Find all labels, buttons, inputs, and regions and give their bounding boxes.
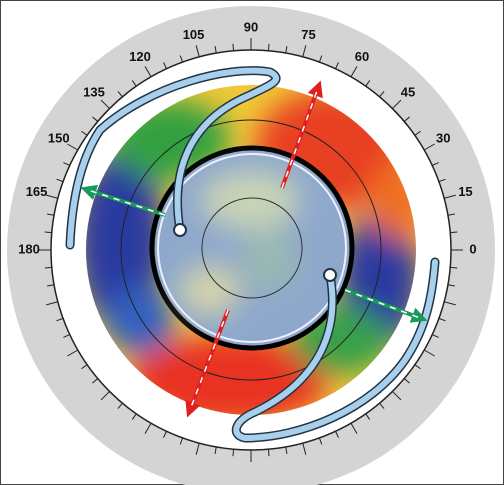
arrows — [80, 80, 428, 418]
tick — [232, 449, 235, 457]
tick — [285, 446, 288, 454]
tick — [379, 91, 385, 98]
tick — [44, 231, 52, 234]
tick — [117, 402, 123, 409]
tick — [365, 413, 371, 420]
tick — [63, 162, 70, 166]
tick — [46, 194, 58, 199]
tick — [403, 116, 410, 122]
angle-label: 60 — [355, 49, 369, 64]
tick — [450, 266, 458, 269]
tick — [100, 391, 110, 401]
tick — [144, 66, 152, 78]
tick — [302, 443, 307, 455]
tick — [214, 446, 217, 454]
tick — [267, 43, 270, 51]
tick — [47, 284, 55, 287]
tick — [302, 45, 307, 57]
angle-label: 75 — [301, 27, 315, 42]
tick — [438, 317, 446, 322]
tick — [444, 301, 456, 306]
angle-label: 135 — [83, 84, 105, 99]
tick-ring — [39, 38, 463, 462]
tick — [46, 301, 58, 306]
tick — [163, 431, 167, 438]
tick — [232, 43, 235, 51]
tick — [81, 130, 88, 136]
angle-label: 90 — [244, 19, 258, 34]
tick — [403, 378, 410, 384]
tick — [67, 143, 79, 151]
angle-label: 120 — [129, 49, 151, 64]
tick — [335, 431, 339, 438]
tick — [414, 130, 421, 136]
angle-label: 45 — [401, 84, 415, 99]
tick — [392, 99, 402, 109]
optic-edge — [157, 153, 347, 343]
tick — [423, 143, 435, 151]
tick — [414, 364, 421, 370]
angle-label: 30 — [436, 130, 450, 145]
tick — [131, 80, 137, 87]
tick — [195, 45, 200, 57]
tick — [67, 349, 79, 357]
angle-label: 15 — [458, 184, 472, 199]
tick — [318, 437, 323, 445]
tick — [318, 55, 323, 63]
tick — [350, 422, 358, 434]
tick — [335, 62, 339, 69]
tick — [447, 284, 455, 287]
tick — [44, 266, 52, 269]
angle-label: 150 — [48, 130, 70, 145]
tick — [100, 99, 110, 109]
angle-label: 180 — [18, 241, 40, 256]
tick — [117, 91, 123, 98]
optic-zone — [201, 197, 303, 299]
tick — [63, 334, 70, 338]
tick — [267, 449, 270, 457]
tick — [432, 334, 439, 338]
tick — [350, 66, 358, 78]
lens-shading — [180, 170, 300, 315]
tick — [450, 231, 458, 234]
tick — [447, 213, 455, 216]
tick — [131, 413, 137, 420]
tick — [214, 46, 217, 54]
tick — [285, 46, 288, 54]
tick — [392, 391, 402, 401]
tick — [163, 62, 167, 69]
tick — [179, 437, 184, 445]
tick — [56, 317, 64, 322]
tick — [365, 80, 371, 87]
tick — [179, 55, 184, 63]
angle-label: 0 — [469, 241, 476, 256]
tick — [444, 194, 456, 199]
angle-label: 105 — [183, 27, 205, 42]
tick — [81, 364, 88, 370]
angle-label: 165 — [26, 184, 48, 199]
tick — [195, 443, 200, 455]
tick — [438, 178, 446, 183]
tick — [47, 213, 55, 216]
tick — [56, 178, 64, 183]
tick — [92, 378, 99, 384]
tick — [423, 349, 435, 357]
haptics — [65, 66, 440, 443]
tick — [379, 402, 385, 409]
tick — [432, 162, 439, 166]
tick — [144, 422, 152, 434]
tick — [92, 116, 99, 122]
